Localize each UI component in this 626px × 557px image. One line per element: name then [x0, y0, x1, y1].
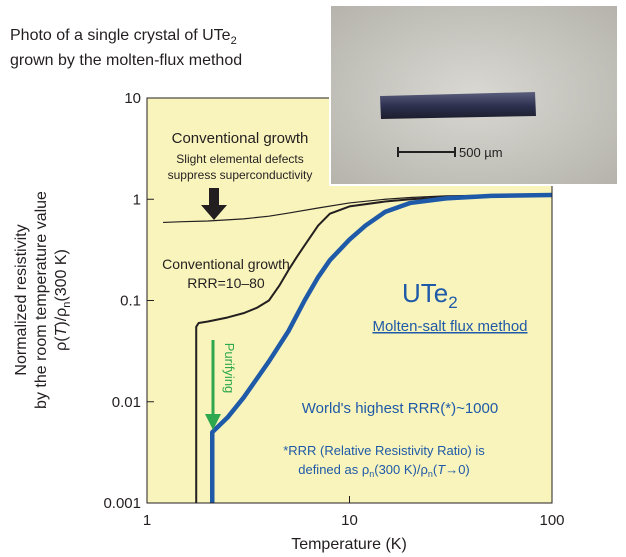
compound-subscript: 2: [448, 293, 457, 312]
y-axis-label: ρ(T)/ρn(300 K): [53, 249, 73, 351]
scale-label: 500 µm: [459, 145, 503, 160]
annotation: Conventional growth: [162, 256, 290, 272]
y-axis-label: Normalized resistivity: [13, 224, 30, 375]
y-tick-label: 0.01: [112, 394, 141, 411]
annotation: RRR=10–80: [187, 275, 265, 291]
footnote-part: (300 K)/ρ: [374, 462, 428, 477]
annotation: Conventional growth: [172, 130, 309, 147]
footnote-part: →0): [445, 462, 470, 477]
x-tick-label: 1: [143, 512, 151, 529]
y-tick-label: 1: [133, 191, 141, 208]
annotation: suppress superconductivity: [168, 168, 313, 182]
annotation: Molten-salt flux method: [372, 318, 527, 335]
footnote: *RRR (Relative Resistivity Ratio) is: [283, 443, 485, 458]
y-tick-label: 0.001: [103, 495, 141, 512]
annotation: Slight elemental defects: [176, 152, 303, 166]
y-label-part: ρ(: [53, 336, 70, 351]
x-tick-label: 100: [539, 512, 564, 529]
annotation: World's highest RRR(*)~1000: [302, 400, 498, 417]
photo-caption: grown by the molten-flux method: [10, 52, 242, 69]
y-tick-label: 0.1: [120, 293, 141, 310]
caption-subscript: 2: [231, 35, 237, 47]
chart: Photo of a single crystal of UTe2 grown …: [0, 0, 626, 557]
x-tick-label: 10: [341, 512, 358, 529]
y-tick-label: 10: [124, 90, 141, 107]
footnote-part: defined as ρ: [298, 462, 369, 477]
photo-caption: Photo of a single crystal of UTe2: [10, 27, 237, 47]
y-label-part: (300 K): [53, 249, 70, 301]
annotation: Purifying: [222, 343, 237, 394]
crystal: [380, 92, 536, 119]
compound-text: UTe: [402, 278, 448, 308]
x-axis-label: Temperature (K): [291, 536, 407, 553]
y-label-part: )/ρ: [53, 308, 70, 327]
caption-text: Photo of a single crystal of UTe: [10, 27, 231, 44]
y-axis-label: by the room temperature value: [33, 191, 50, 409]
footnote: defined as ρn(300 K)/ρn(T→0): [298, 462, 470, 479]
